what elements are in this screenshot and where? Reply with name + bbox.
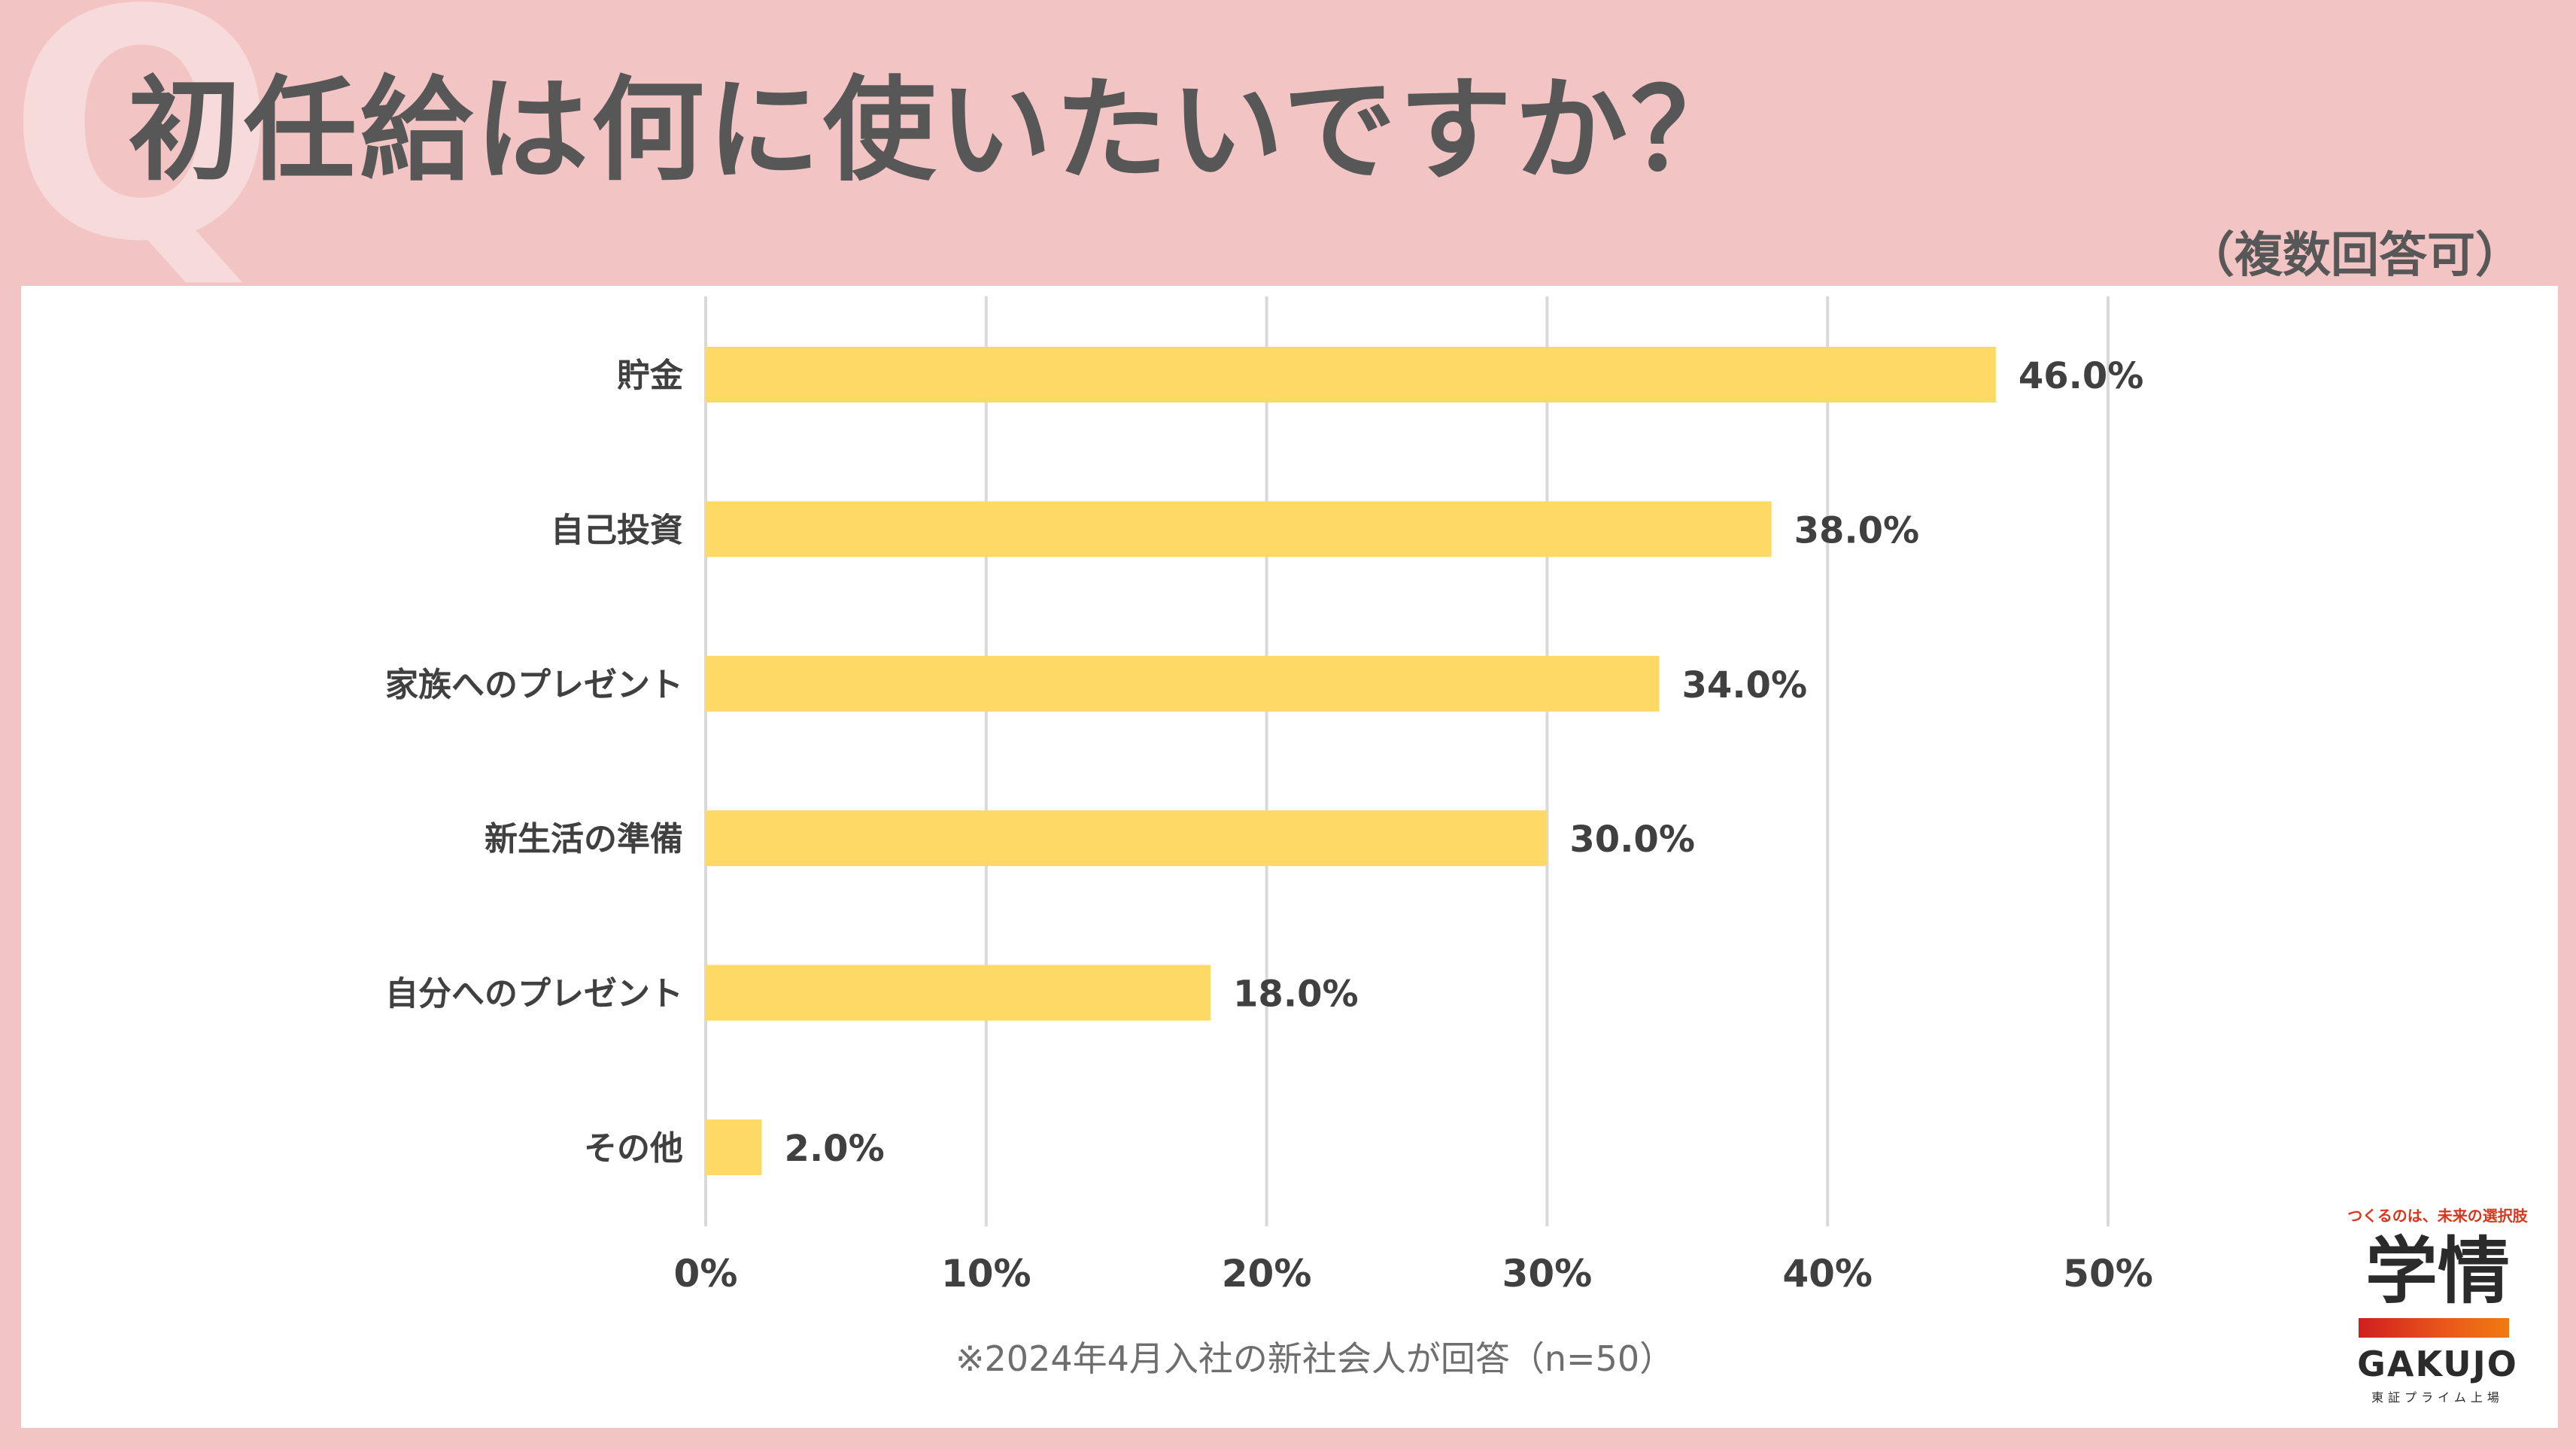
bar-chart: 0% 10% 20% 30% 40% 50% 貯金 46.0% 自己投資 38.0% 家族へのプレゼ…	[385, 296, 2153, 1296]
x-tick-label: 0%	[674, 1252, 738, 1296]
bar	[706, 501, 1772, 557]
chart-panel: 0% 10% 20% 30% 40% 50% 貯金 46.0% 自己投資 38.0% 家族へのプレゼ…	[21, 286, 2558, 1428]
logo-subtext: 東証プライム上場	[2371, 1390, 2504, 1405]
bar	[706, 655, 1660, 712]
bar	[706, 810, 1548, 867]
bar	[706, 1119, 762, 1175]
q-mark-decoration: Q	[8, 0, 277, 311]
category-label: 自己投資	[551, 511, 683, 549]
logo-mark: 学情	[2365, 1229, 2510, 1314]
page-title: 初任給は何に使いたいですか？	[128, 65, 1747, 196]
bar	[706, 964, 1211, 1021]
data-label: 34.0%	[1682, 664, 1808, 706]
category-label: 新生活の準備	[485, 820, 683, 858]
page-subtitle: （複数回答可）	[2186, 228, 2523, 284]
x-tick-label: 10%	[941, 1252, 1031, 1296]
category-label: その他	[584, 1129, 683, 1168]
logo-tagline: つくるのは、未来の選択肢	[2347, 1207, 2528, 1225]
data-label: 46.0%	[2019, 355, 2144, 397]
logo-wordmark: GAKUJO	[2357, 1344, 2518, 1384]
grid-lines	[704, 296, 2110, 1226]
labels: 0% 10% 20% 30% 40% 50% 貯金 46.0% 自己投資 38.0% 家族へのプレゼ…	[385, 355, 2153, 1296]
x-tick-label: 50%	[2063, 1252, 2153, 1296]
x-tick-label: 20%	[1222, 1252, 1312, 1296]
bar	[706, 347, 1996, 402]
data-label: 18.0%	[1233, 974, 1359, 1016]
category-label: 家族へのプレゼント	[385, 666, 683, 704]
data-label: 2.0%	[785, 1128, 885, 1170]
x-tick-label: 40%	[1782, 1252, 1873, 1296]
logo-accent-bar	[2359, 1318, 2509, 1338]
footnote: ※2024年4月入社の新社会人が回答（n=50）	[955, 1338, 1675, 1379]
category-label: 自分へのプレゼント	[385, 975, 683, 1013]
category-label: 貯金	[617, 357, 684, 395]
x-tick-label: 30%	[1502, 1252, 1593, 1296]
data-label: 38.0%	[1794, 509, 1920, 551]
bars	[706, 347, 1996, 1175]
data-label: 30.0%	[1569, 819, 1695, 861]
gakujo-logo: つくるのは、未来の選択肢 学情 GAKUJO 東証プライム上場	[2325, 1204, 2550, 1407]
